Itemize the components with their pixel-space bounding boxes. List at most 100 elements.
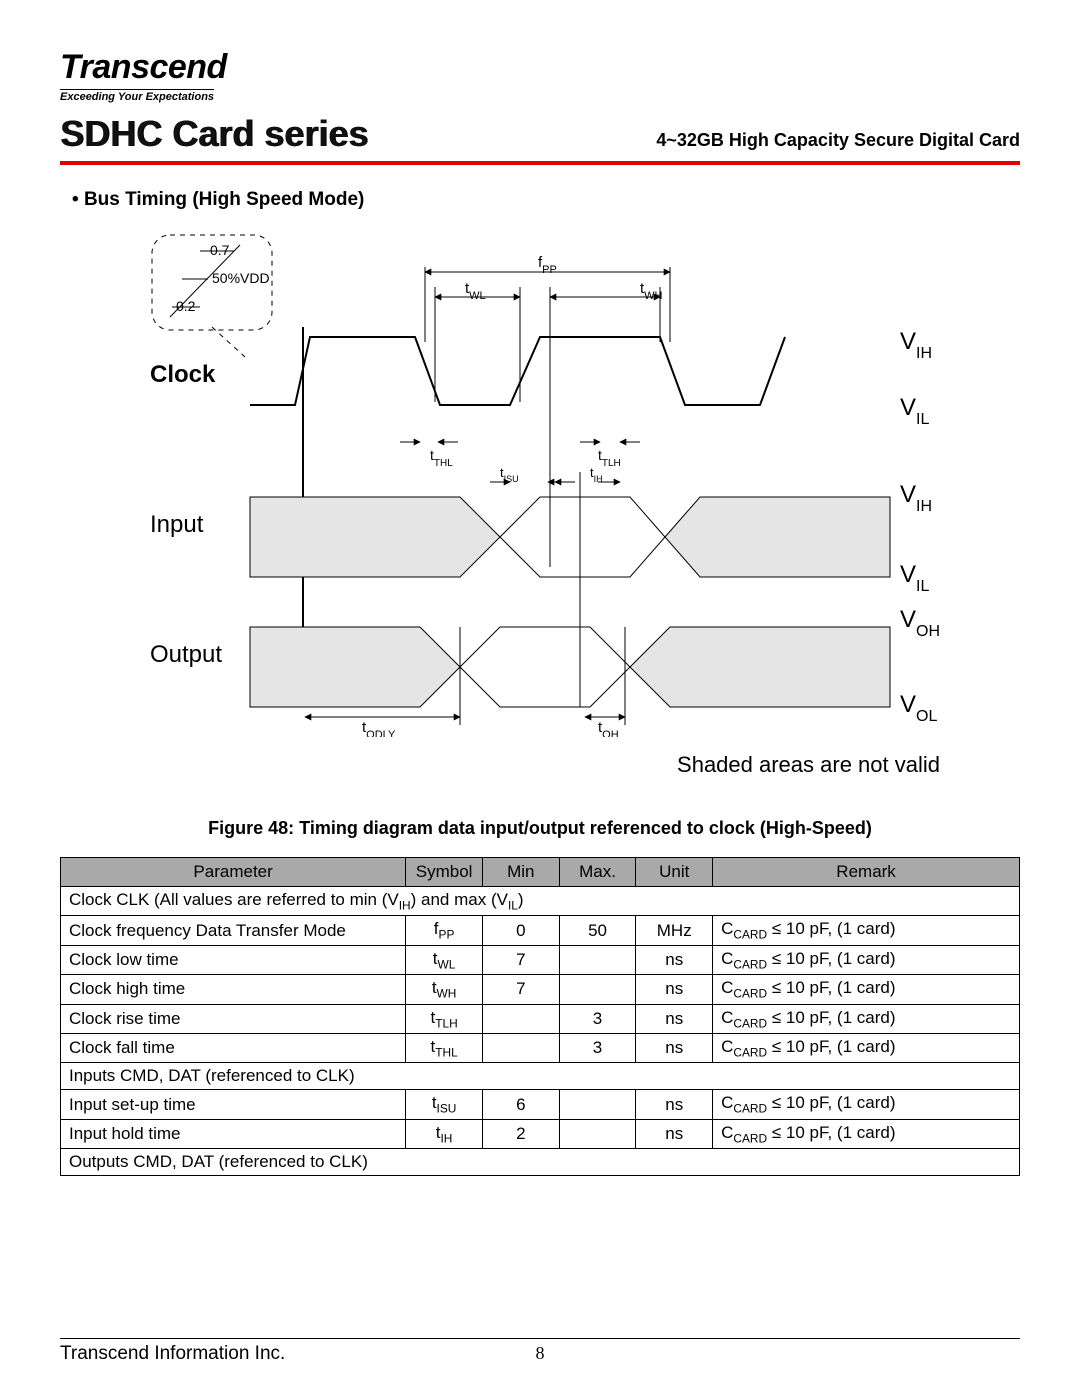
svg-text:tIH: tIH [590, 465, 603, 484]
table-cell: tWL [406, 945, 483, 974]
table-cell: Clock fall time [61, 1033, 406, 1062]
table-section-cell: Outputs CMD, DAT (referenced to CLK) [61, 1149, 1020, 1176]
table-row: Clock fall timetTHL 3nsCCARD ≤ 10 pF, (1 … [61, 1033, 1020, 1062]
svg-text:tWH: tWH [640, 280, 663, 302]
table-cell: tIH [406, 1119, 483, 1148]
figure-caption: Figure 48: Timing diagram data input/out… [60, 818, 1020, 839]
table-cell: ns [636, 1033, 713, 1062]
table-cell: ns [636, 945, 713, 974]
table-cell: Input hold time [61, 1119, 406, 1148]
svg-text:tODLY: tODLY [362, 719, 396, 737]
table-cell: CCARD ≤ 10 pF, (1 card) [713, 916, 1020, 945]
table-row: Input hold timetIH2 nsCCARD ≤ 10 pF, (1 c… [61, 1119, 1020, 1148]
timing-svg: 0.7 50%VDD 0.2 Clock fPP tWL tWH tTHL tT… [100, 227, 980, 737]
brand-tagline: Exceeding Your Expectations [60, 89, 214, 103]
svg-text:tTHL: tTHL [430, 447, 453, 469]
table-cell: Clock frequency Data Transfer Mode [61, 916, 406, 945]
document-subtitle: 4~32GB High Capacity Secure Digital Card [656, 130, 1020, 151]
svg-text:tISU: tISU [500, 465, 519, 484]
table-row: Clock frequency Data Transfer ModefPP050… [61, 916, 1020, 945]
table-cell: CCARD ≤ 10 pF, (1 card) [713, 1004, 1020, 1033]
shaded-note: Shaded areas are not valid [60, 752, 1020, 778]
table-row: Clock low timetWL7 nsCCARD ≤ 10 pF, (1 ca… [61, 945, 1020, 974]
svg-text:VIL: VIL [900, 394, 929, 428]
table-cell [559, 945, 636, 974]
table-cell: 3 [559, 1033, 636, 1062]
voltage-bubble: 0.7 50%VDD 0.2 [152, 235, 272, 357]
table-cell: tISU [406, 1090, 483, 1119]
svg-text:VOH: VOH [900, 606, 940, 640]
table-row: Clock CLK (All values are referred to mi… [61, 887, 1020, 916]
page-footer: Transcend Information Inc. 8 [60, 1338, 1020, 1365]
table-cell: MHz [636, 916, 713, 945]
svg-text:50%VDD: 50%VDD [212, 270, 270, 286]
table-cell: Clock high time [61, 975, 406, 1004]
table-cell: tTHL [406, 1033, 483, 1062]
table-cell: Input set-up time [61, 1090, 406, 1119]
section-title: Bus Timing (High Speed Mode) [72, 189, 1020, 211]
table-row: Inputs CMD, DAT (referenced to CLK) [61, 1063, 1020, 1090]
table-cell: tWH [406, 975, 483, 1004]
table-header: Symbol [406, 858, 483, 887]
table-header: Max. [559, 858, 636, 887]
svg-text:tWL: tWL [465, 280, 486, 302]
table-cell: 7 [482, 945, 559, 974]
brand-block: Transcend Exceeding Your Expectations [60, 48, 1020, 105]
table-cell [559, 1090, 636, 1119]
table-cell: 3 [559, 1004, 636, 1033]
table-row: Clock high timetWH7 nsCCARD ≤ 10 pF, (1 c… [61, 975, 1020, 1004]
table-cell [482, 1004, 559, 1033]
table-cell: CCARD ≤ 10 pF, (1 card) [713, 1033, 1020, 1062]
svg-text:fPP: fPP [538, 254, 557, 276]
table-header: Remark [713, 858, 1020, 887]
svg-text:VOL: VOL [900, 691, 937, 725]
table-cell: ns [636, 1119, 713, 1148]
table-cell: ns [636, 1004, 713, 1033]
table-section-cell: Clock CLK (All values are referred to mi… [61, 887, 1020, 916]
footer-company: Transcend Information Inc. [60, 1343, 285, 1364]
table-cell: 7 [482, 975, 559, 1004]
title-row: SDHC Card series 4~32GB High Capacity Se… [60, 113, 1020, 155]
table-cell: CCARD ≤ 10 pF, (1 card) [713, 1119, 1020, 1148]
table-row: Clock rise timetTLH 3nsCCARD ≤ 10 pF, (1 … [61, 1004, 1020, 1033]
table-cell: 2 [482, 1119, 559, 1148]
table-section-cell: Inputs CMD, DAT (referenced to CLK) [61, 1063, 1020, 1090]
table-cell [559, 975, 636, 1004]
table-cell: 50 [559, 916, 636, 945]
svg-text:tTLH: tTLH [598, 447, 621, 469]
table-header: Unit [636, 858, 713, 887]
document-title: SDHC Card series [60, 113, 368, 155]
table-cell: ns [636, 975, 713, 1004]
table-cell: Clock low time [61, 945, 406, 974]
table-cell: tTLH [406, 1004, 483, 1033]
red-divider [60, 161, 1020, 165]
table-header: Parameter [61, 858, 406, 887]
svg-text:0.7: 0.7 [210, 242, 230, 258]
table-cell: CCARD ≤ 10 pF, (1 card) [713, 1090, 1020, 1119]
table-cell [559, 1119, 636, 1148]
table-cell: ns [636, 1090, 713, 1119]
input-wave [250, 497, 890, 577]
output-label: Output [150, 641, 222, 668]
table-cell: 6 [482, 1090, 559, 1119]
table-cell: CCARD ≤ 10 pF, (1 card) [713, 945, 1020, 974]
timing-diagram: 0.7 50%VDD 0.2 Clock fPP tWL tWH tTHL tT… [60, 227, 1020, 742]
table-row: Input set-up timetISU6 nsCCARD ≤ 10 pF, (… [61, 1090, 1020, 1119]
footer-page-number: 8 [536, 1343, 545, 1364]
timing-table: ParameterSymbolMinMax.UnitRemark Clock C… [60, 857, 1020, 1176]
brand-name: Transcend [60, 48, 1020, 87]
input-label: Input [150, 511, 204, 538]
table-cell: 0 [482, 916, 559, 945]
clock-label: Clock [150, 361, 216, 388]
output-wave [250, 627, 890, 707]
svg-text:VIH: VIH [900, 481, 932, 515]
clock-wave [250, 337, 785, 405]
svg-text:VIL: VIL [900, 561, 929, 595]
table-cell: fPP [406, 916, 483, 945]
svg-text:tOH: tOH [598, 719, 619, 737]
table-cell: Clock rise time [61, 1004, 406, 1033]
table-cell [482, 1033, 559, 1062]
table-cell: CCARD ≤ 10 pF, (1 card) [713, 975, 1020, 1004]
table-row: Outputs CMD, DAT (referenced to CLK) [61, 1149, 1020, 1176]
svg-text:VIH: VIH [900, 328, 932, 362]
